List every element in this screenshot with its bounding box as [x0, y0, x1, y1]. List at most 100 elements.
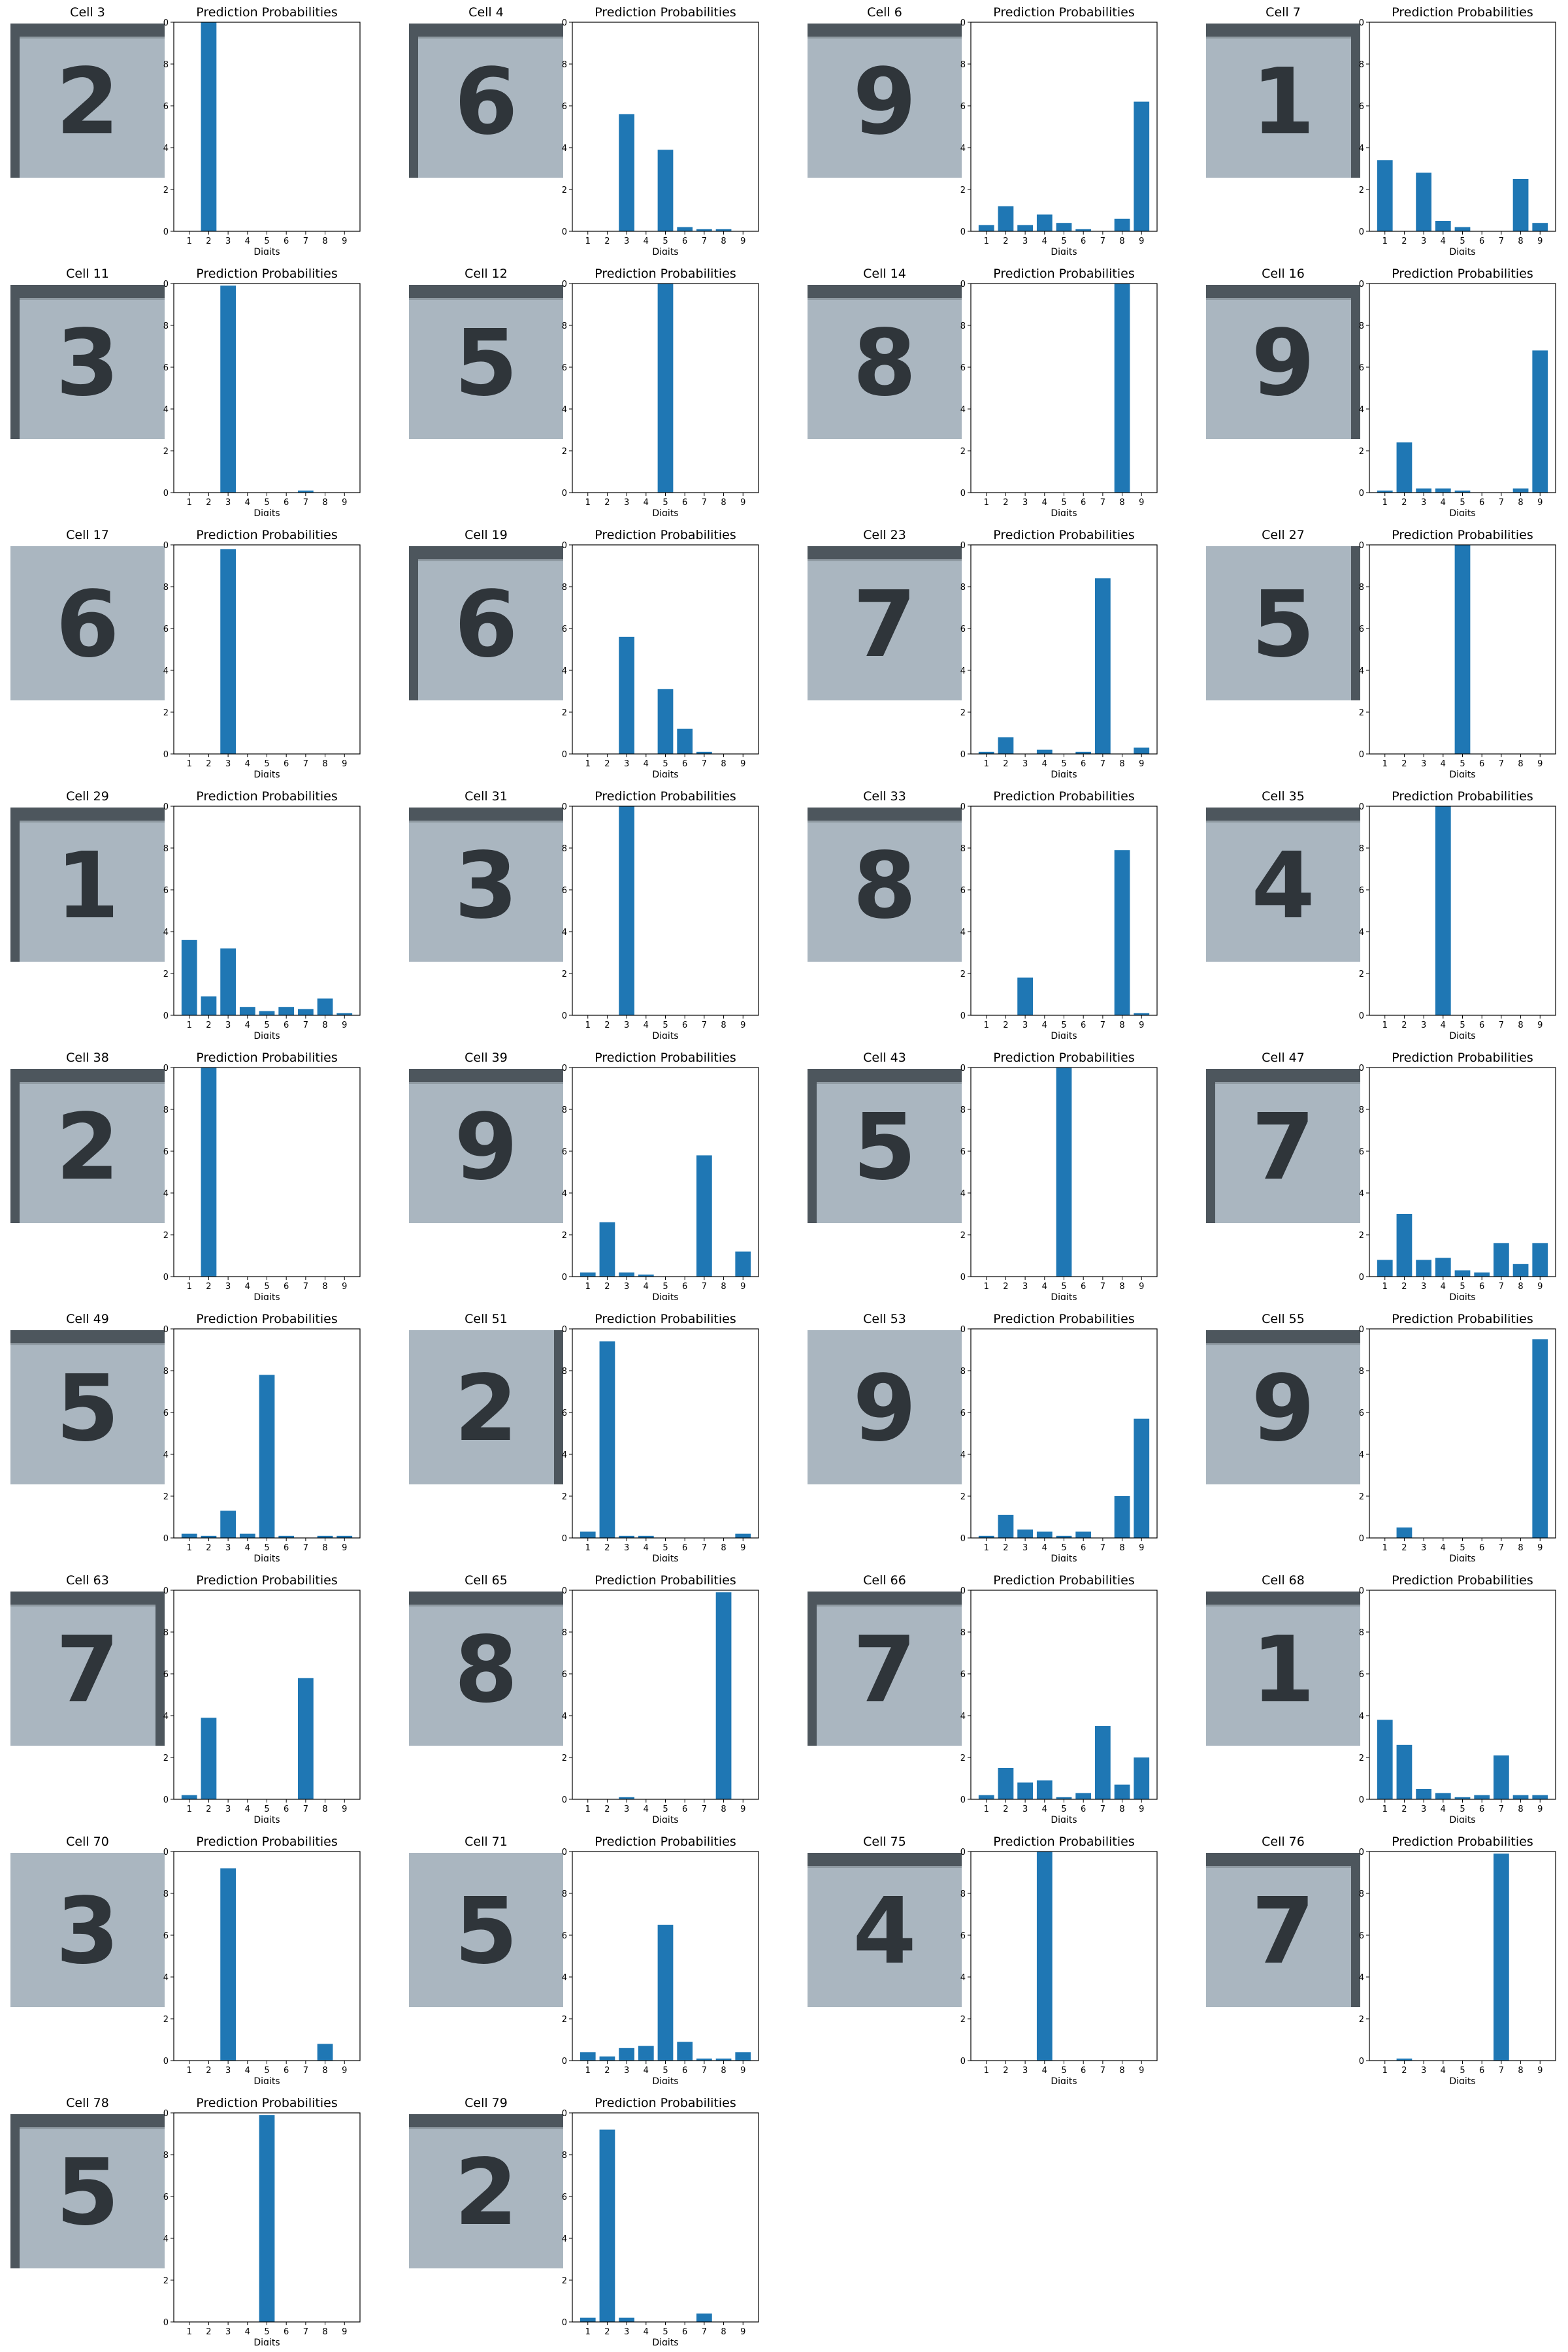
cell-title: Cell 79 — [465, 2096, 508, 2110]
tile-frame-top — [10, 285, 165, 298]
x-tick-label: 7 — [1499, 1282, 1504, 1292]
x-axis-label: Digits — [253, 2076, 280, 2084]
x-tick-label: 3 — [225, 1282, 231, 1292]
y-tick-label: 0.4 — [562, 2234, 567, 2244]
y-tick-label: 0.0 — [562, 1011, 567, 1021]
x-tick-label: 6 — [682, 759, 687, 769]
tile-background — [1206, 1853, 1360, 2007]
y-tick-label: 0.0 — [163, 1273, 169, 1282]
x-axis-label: Digits — [1449, 1554, 1475, 1561]
x-tick-label: 5 — [264, 498, 269, 508]
tile-background — [10, 808, 165, 962]
probability-bar-digit-5 — [1454, 1270, 1471, 1277]
x-tick-label: 8 — [1518, 2066, 1523, 2076]
chart-title: Prediction Probabilities — [196, 267, 338, 281]
x-tick-label: 7 — [1499, 1021, 1504, 1030]
tile-digit: 8 — [853, 833, 916, 939]
plot-frame — [572, 1851, 759, 2061]
y-tick-label: 0.0 — [960, 2057, 966, 2066]
x-tick-label: 3 — [1022, 1021, 1028, 1030]
x-tick-label: 6 — [1081, 1543, 1086, 1553]
probability-bar-digit-5 — [1454, 490, 1471, 493]
y-tick-label: 0.2 — [1359, 447, 1364, 457]
x-tick-label: 1 — [585, 237, 591, 246]
digit-tile-image: 1 — [10, 808, 165, 962]
plot-frame — [970, 1328, 1158, 1539]
cell-title: Cell 14 — [863, 267, 906, 281]
plot-frame — [970, 283, 1158, 493]
tile-digit: 7 — [853, 572, 916, 678]
cell-title: Cell 19 — [465, 528, 508, 542]
digit-tile-image: 2 — [409, 1330, 563, 1484]
probability-bar-digit-4 — [638, 1535, 654, 1538]
probability-bar-digit-2 — [1396, 1214, 1413, 1277]
digit-tile-image: 9 — [1206, 1330, 1360, 1484]
x-axis-label: Digits — [1051, 1292, 1077, 1300]
cell-title: Cell 12 — [465, 267, 508, 281]
x-tick-label: 4 — [644, 498, 649, 508]
probability-bar-digit-1 — [1377, 490, 1393, 493]
tile-frame-top — [1206, 285, 1360, 298]
probability-bar-digit-9 — [1532, 350, 1548, 493]
y-tick-label: 0.2 — [960, 1754, 966, 1763]
x-tick-label: 8 — [721, 2066, 726, 2076]
x-tick-label: 9 — [342, 498, 347, 508]
probability-bar-digit-2 — [1396, 442, 1413, 493]
probability-bar-chart: Prediction ProbabilitiesProbability0.00.… — [1359, 1051, 1556, 1300]
cell-title: Cell 78 — [66, 2096, 109, 2110]
x-tick-label: 1 — [1382, 1021, 1388, 1030]
y-tick-label: 0.2 — [562, 1754, 567, 1763]
probability-bar-digit-5 — [259, 2115, 275, 2322]
tile-frame-top — [1206, 1330, 1360, 1343]
tile-frame-top — [1206, 1069, 1360, 1082]
x-tick-label: 5 — [1061, 237, 1066, 246]
x-tick-label: 3 — [1421, 1805, 1426, 1814]
chart-title: Prediction Probabilities — [993, 1835, 1135, 1849]
probability-bar-digit-9 — [1134, 1757, 1150, 1799]
y-tick-label: 0.4 — [960, 1189, 966, 1199]
x-tick-label: 8 — [1518, 1282, 1523, 1292]
x-tick-label: 3 — [1421, 2066, 1426, 2076]
plot-frame — [970, 806, 1158, 1016]
y-tick-label: 0.4 — [163, 1450, 169, 1460]
y-tick-label: 0.6 — [960, 886, 966, 896]
x-tick-label: 8 — [721, 1543, 726, 1553]
probability-bar-digit-8 — [1512, 1795, 1529, 1799]
y-tick-label: 0.8 — [562, 1889, 567, 1899]
x-tick-label: 5 — [264, 1543, 269, 1553]
tile-frame-right — [1351, 285, 1360, 439]
digit-tile-image: 9 — [808, 24, 962, 178]
chart-title: Prediction Probabilities — [993, 1312, 1135, 1326]
probability-bar-chart: Prediction ProbabilitiesProbability0.00.… — [562, 267, 759, 516]
probability-bar-digit-3 — [1017, 225, 1033, 231]
probability-bar-digit-8 — [1512, 179, 1529, 231]
y-tick-label: 0.8 — [1359, 321, 1364, 331]
x-tick-label: 1 — [984, 498, 989, 508]
x-tick-label: 3 — [1421, 237, 1426, 246]
tile-digit: 7 — [1251, 1094, 1315, 1201]
tile-frame-top — [409, 1592, 563, 1605]
y-tick-label: 1.0 — [163, 18, 169, 28]
chart-title: Prediction Probabilities — [595, 528, 736, 542]
x-tick-label: 2 — [1401, 1282, 1407, 1292]
probability-bar-digit-5 — [657, 1925, 674, 2061]
digit-tile-image: 6 — [10, 546, 165, 700]
y-tick-label: 0.6 — [1359, 1670, 1364, 1680]
tile-background — [1206, 808, 1360, 962]
y-tick-label: 0.0 — [1359, 227, 1364, 237]
x-tick-label: 7 — [1100, 1021, 1105, 1030]
y-tick-label: 1.0 — [960, 1586, 966, 1596]
probability-bar-chart: Prediction ProbabilitiesProbability0.00.… — [562, 789, 759, 1039]
x-tick-label: 9 — [1139, 2066, 1144, 2076]
tile-frame-top-shade — [1206, 1082, 1360, 1084]
tile-background — [808, 1330, 962, 1484]
x-tick-label: 4 — [245, 2066, 250, 2076]
x-tick-label: 5 — [1061, 1282, 1066, 1292]
probability-bar-digit-4 — [239, 1533, 255, 1538]
probability-bar-chart: Prediction ProbabilitiesProbability0.00.… — [562, 5, 759, 255]
tile-digit: 7 — [1251, 1878, 1315, 1985]
y-tick-label: 1.0 — [163, 1586, 169, 1596]
